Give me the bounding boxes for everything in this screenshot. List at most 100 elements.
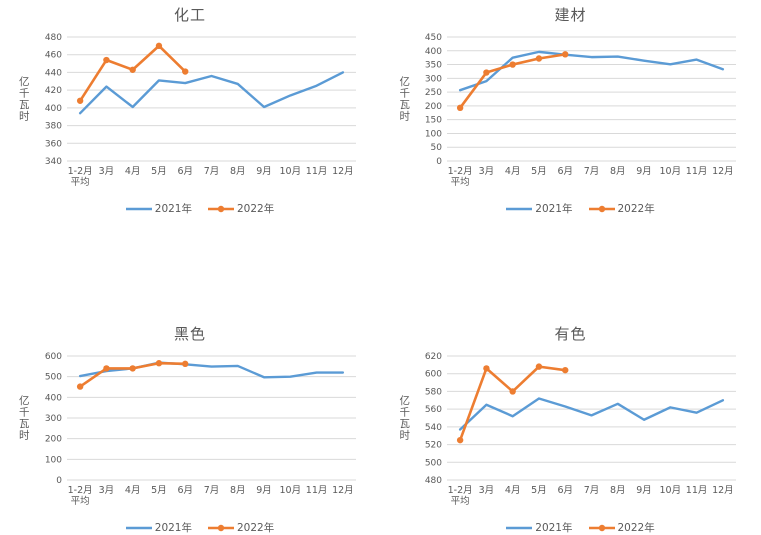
x-category-label: 8月 <box>230 166 246 177</box>
series-line-2021年 <box>78 71 344 115</box>
y-axis-title: 亿千瓦时 <box>398 76 411 122</box>
x-category-label: 4月 <box>125 166 141 177</box>
chart-title-heise: 黑色 <box>173 325 206 343</box>
x-category-label: 6月 <box>558 485 574 496</box>
x-category-label: 平均 <box>70 176 89 188</box>
marker-dot <box>509 61 517 68</box>
chart-youse: 有色 亿千瓦时 480 500 520 540 560 580 600 620 1-2月 平均 3月… <box>380 263 761 534</box>
marker-dot <box>155 360 162 367</box>
series-line-2021年 <box>78 361 344 379</box>
y-tick-label: 580 <box>425 387 442 397</box>
y-tick-label: 380 <box>45 122 62 132</box>
marker-dot <box>562 366 569 374</box>
legend-youse: 2021年 2022年 <box>506 520 655 535</box>
x-category-label: 5月 <box>151 166 167 177</box>
x-category-label: 12月 <box>332 166 354 177</box>
legend-label: 2022年 <box>617 203 655 215</box>
legend-label: 2022年 <box>617 522 655 534</box>
legend-item: 2021年 <box>125 520 192 535</box>
legend-item: 2021年 <box>125 201 192 216</box>
x-category-label: 11月 <box>306 485 328 496</box>
y-tick-label: 100 <box>45 455 62 465</box>
marker-dot <box>483 365 490 372</box>
chart-body: 亿千瓦时 480 500 520 540 560 580 600 620 1-2月 平均 3月 4月 5… <box>398 346 743 516</box>
legend-label: 2021年 <box>535 522 573 534</box>
marker-dot <box>457 104 464 112</box>
y-tick-label: 300 <box>425 74 442 84</box>
legend-label: 2022年 <box>237 203 275 215</box>
y-tick-label: 500 <box>45 373 62 383</box>
legend-heise: 2021年 2022年 <box>125 520 275 535</box>
y-tick-label: 400 <box>425 47 442 57</box>
y-tick-label: 250 <box>425 88 442 98</box>
x-category-label: 10月 <box>660 166 682 177</box>
series-line-2021年 <box>459 50 725 92</box>
y-tick-label: 0 <box>437 157 443 167</box>
legend-label: 2022年 <box>237 522 275 534</box>
legend-swatch-icon <box>125 207 152 210</box>
y-tick-label: 350 <box>425 61 442 71</box>
chart-title-jiancai: 建材 <box>554 6 587 24</box>
x-category-label: 10月 <box>660 485 682 496</box>
y-tick-label: 560 <box>425 405 442 415</box>
y-tick-label: 100 <box>425 129 442 139</box>
marker-dot <box>536 363 543 370</box>
marker-dot <box>483 69 490 76</box>
chart-title-youse: 有色 <box>554 325 587 343</box>
marker-dot <box>129 66 136 73</box>
marker-dot <box>102 365 110 372</box>
legend-item: 2022年 <box>208 201 274 216</box>
y-axis-title: 亿千瓦时 <box>17 76 30 122</box>
x-category-label: 8月 <box>610 485 626 496</box>
y-tick-label: 600 <box>45 352 62 362</box>
legend-swatch-icon <box>506 207 533 210</box>
y-tick-label: 620 <box>425 352 442 362</box>
legend-label: 2021年 <box>154 203 192 215</box>
y-tick-label: 50 <box>431 143 443 153</box>
marker-dot <box>562 51 569 58</box>
legend-swatch-icon <box>588 524 615 531</box>
x-category-label: 平均 <box>451 176 470 188</box>
marker-dot <box>181 360 189 368</box>
legend-item: 2021年 <box>506 520 573 535</box>
y-tick-label: 420 <box>45 86 62 96</box>
chart-body: 亿千瓦时 0 100 200 300 400 500 600 1-2月 平均 3月 4月 5月 6月 7月… <box>18 346 362 516</box>
x-category-label: 12月 <box>712 166 734 177</box>
y-tick-label: 360 <box>45 139 62 149</box>
marker-dot <box>155 42 162 50</box>
y-axis-title: 亿千瓦时 <box>17 395 30 441</box>
x-category-label: 6月 <box>558 166 574 177</box>
legend-item: 2022年 <box>588 520 655 535</box>
x-category-label: 12月 <box>332 485 354 496</box>
x-category-label: 4月 <box>505 485 521 496</box>
series-line-2022年 <box>459 365 567 442</box>
x-category-label: 9月 <box>256 485 272 496</box>
marker-dot <box>76 97 84 104</box>
x-category-label: 1-2月 <box>67 166 92 177</box>
x-category-label: 9月 <box>256 166 272 177</box>
legend-swatch-icon <box>208 205 234 212</box>
y-tick-label: 500 <box>425 458 442 468</box>
x-category-label: 9月 <box>637 485 653 496</box>
x-category-label: 3月 <box>98 166 114 177</box>
legend-swatch-icon <box>588 205 615 212</box>
y-tick-label: 150 <box>425 116 442 126</box>
legend-jiancai: 2021年 2022年 <box>506 201 655 216</box>
x-category-label: 11月 <box>686 166 708 177</box>
marker-dot <box>102 56 110 64</box>
chart-heise: 黑色 亿千瓦时 0 100 200 300 400 500 600 1-2月 平均 3月 4月 5月 6… <box>0 263 380 534</box>
x-category-label: 1-2月 <box>448 485 473 496</box>
x-category-label: 12月 <box>712 485 734 496</box>
x-category-label: 5月 <box>151 485 167 496</box>
x-category-label: 4月 <box>125 485 141 496</box>
chart-body: 亿千瓦时 340 360 380 400 420 440 460 480 1-2月 平均 3月 4月 5… <box>18 27 362 197</box>
x-category-label: 6月 <box>177 485 193 496</box>
y-tick-label: 300 <box>45 414 62 424</box>
x-category-label: 7月 <box>203 166 219 177</box>
chart-body: 亿千瓦时 0 50 100 150 200 250 300 350 400 450 1-2月 平均 3月… <box>398 27 743 197</box>
y-tick-label: 450 <box>425 33 442 43</box>
x-category-label: 平均 <box>451 495 470 507</box>
x-category-label: 8月 <box>610 166 626 177</box>
